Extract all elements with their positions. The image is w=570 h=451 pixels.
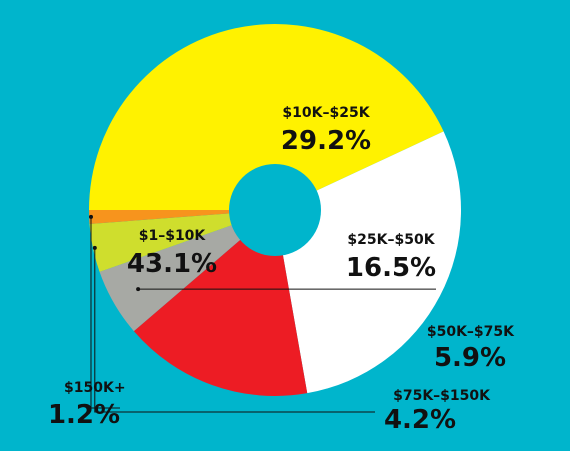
label-pct-1-10k: 43.1% <box>127 249 217 279</box>
label-range-10k-25k: $10K–$25K <box>282 105 370 121</box>
label-pct-10k-25k: 29.2% <box>281 126 371 156</box>
label-range-150k-plus: $150K+ <box>64 380 126 396</box>
label-pct-25k-50k: 16.5% <box>346 253 436 283</box>
slice-50k-75k <box>99 210 275 332</box>
label-range-1-10k: $1–$10K <box>139 228 207 244</box>
slices-group <box>89 23 461 396</box>
slice-10k-25k <box>275 131 461 394</box>
label-range-25k-50k: $25K–$50K <box>347 232 435 248</box>
slice-1-10k <box>89 23 444 211</box>
leader-75k-150k-dot <box>92 245 97 250</box>
slice-75k-150k <box>89 210 275 272</box>
leader-150k-plus <box>90 216 120 409</box>
label-range-75k-150k: $75K–$150K <box>393 388 491 404</box>
donut-hole <box>229 164 321 256</box>
label-pct-75k-150k: 4.2% <box>384 405 456 435</box>
leader-50k-75k-dot <box>136 287 141 292</box>
label-pct-50k-75k: 5.9% <box>434 343 506 373</box>
label-range-50k-75k: $50K–$75K <box>427 324 515 340</box>
slice-150k <box>89 210 275 224</box>
leader-150k-plus-dot <box>88 214 93 219</box>
label-pct-150k-plus: 1.2% <box>48 400 120 430</box>
slice-25k-50k <box>133 210 308 396</box>
leader-lines <box>88 214 436 413</box>
leader-75k-150k <box>94 247 375 413</box>
